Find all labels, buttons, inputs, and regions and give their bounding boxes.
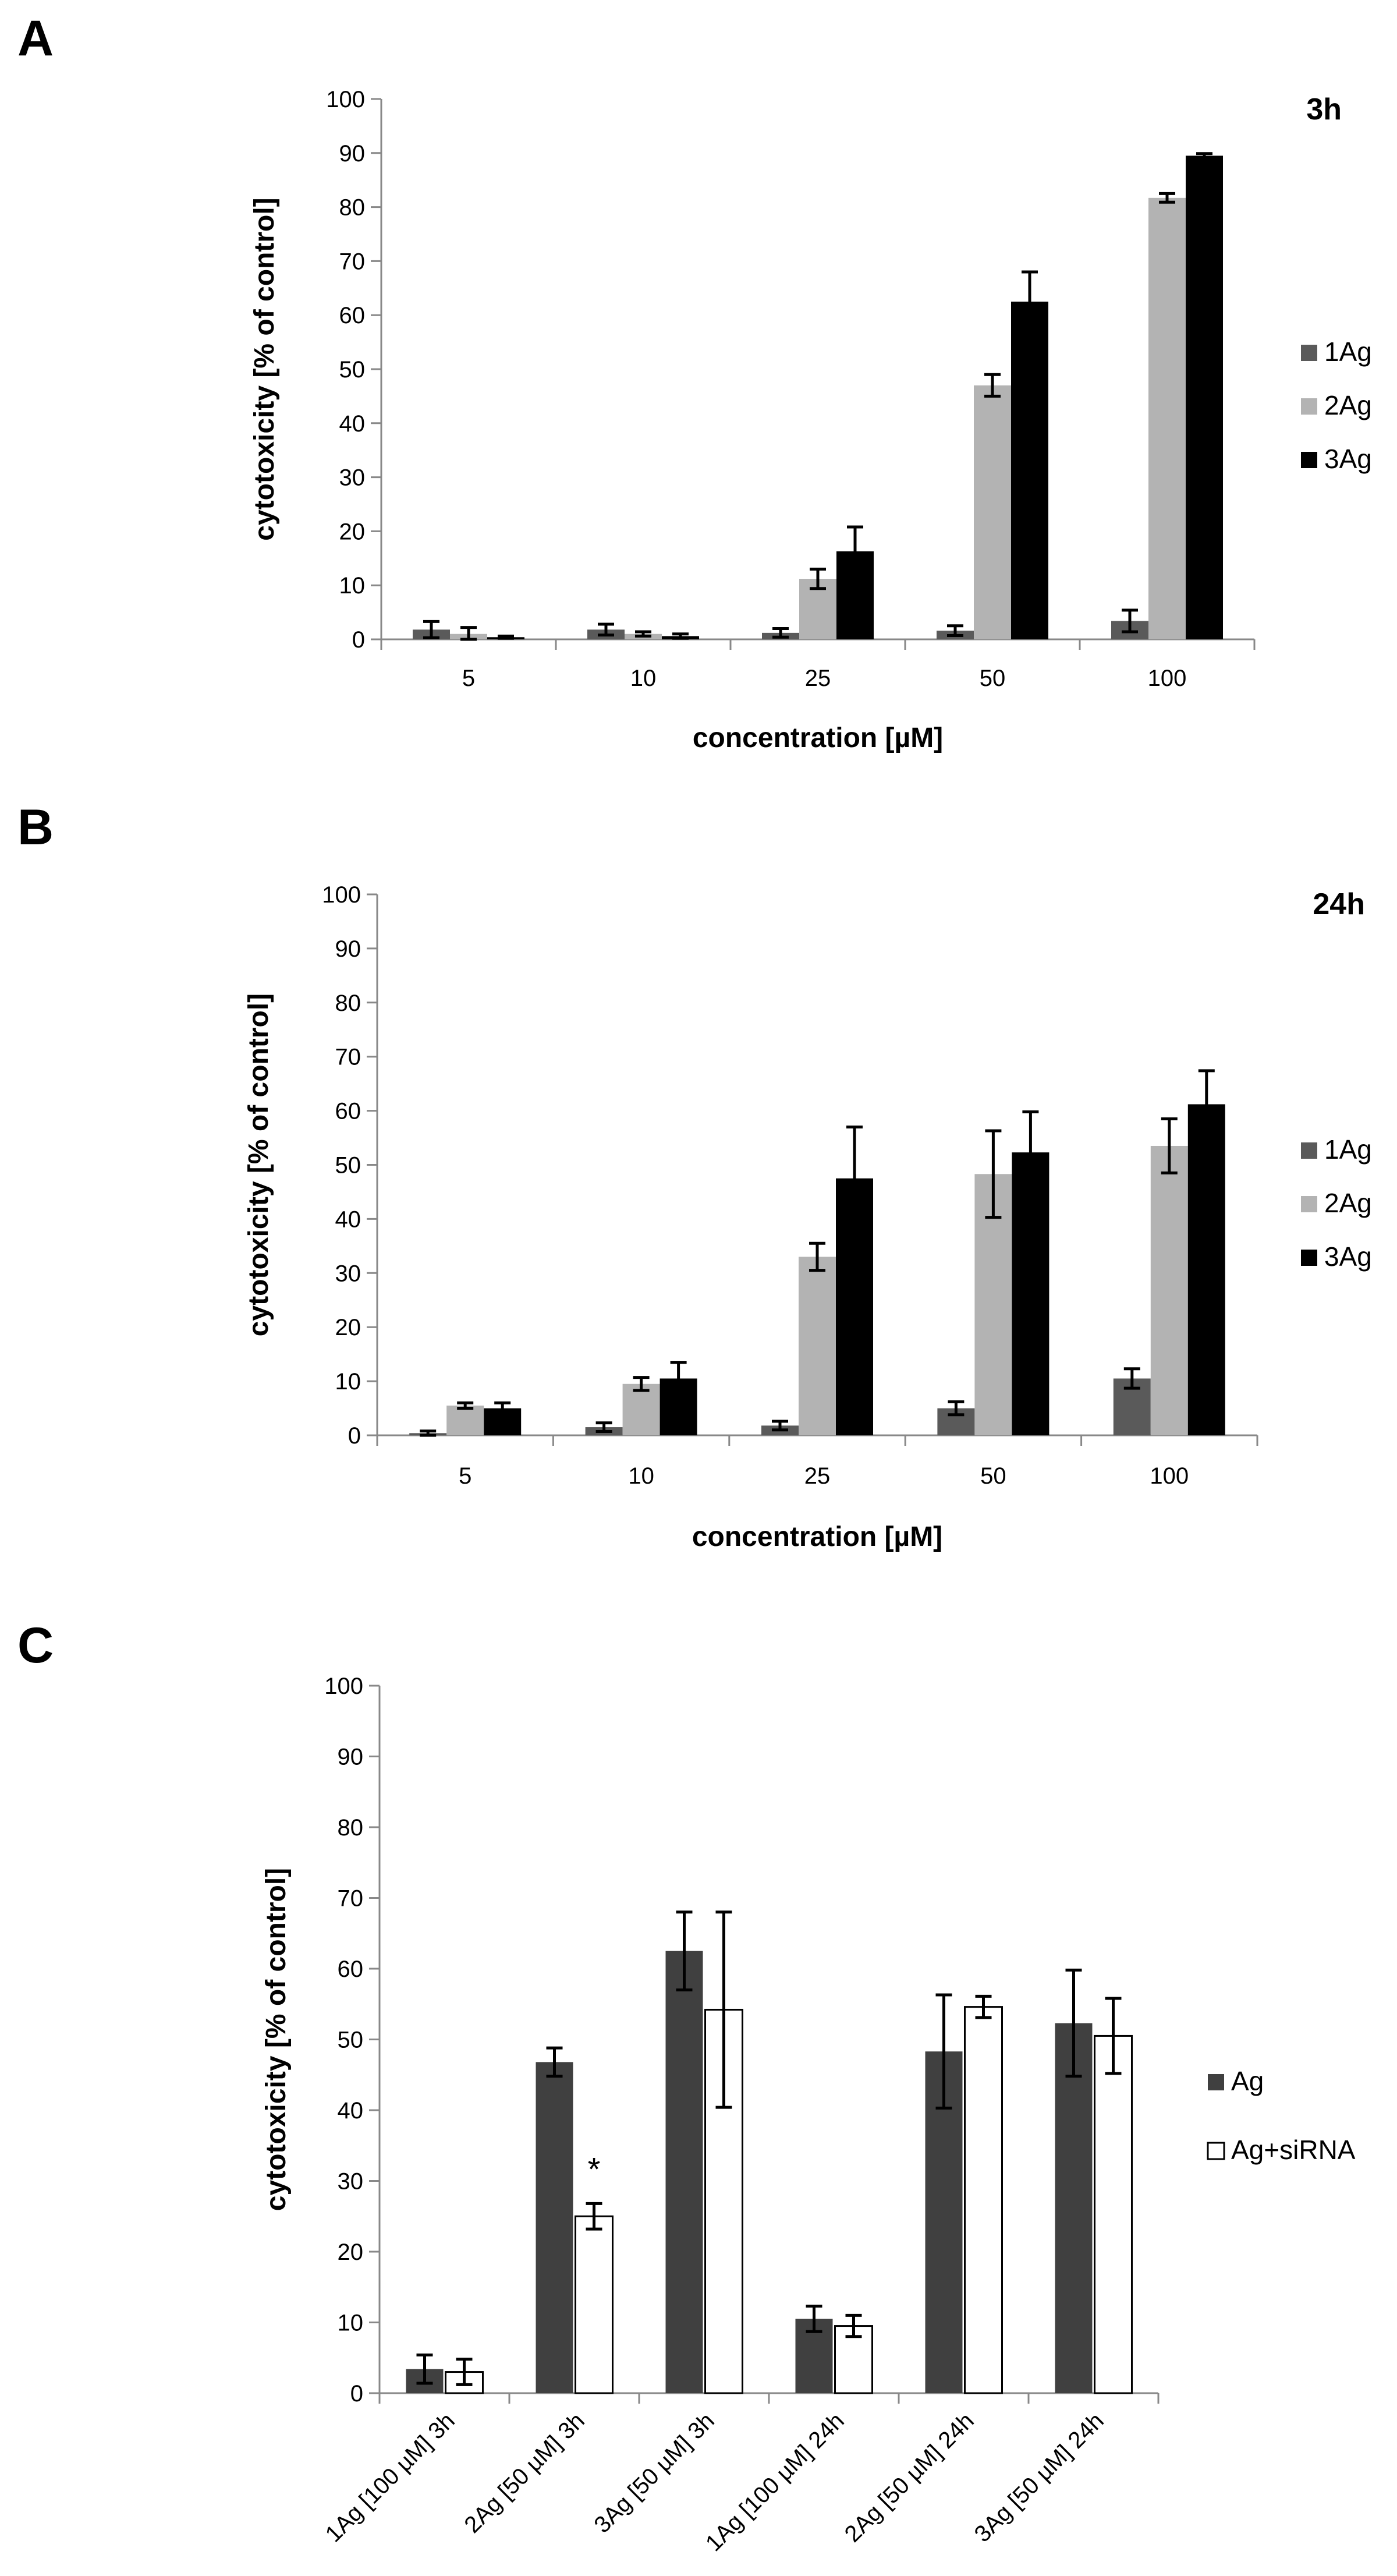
panel-a-y-tick-label: 0 bbox=[352, 627, 365, 653]
panel-b-bar-3ag bbox=[1187, 1104, 1225, 1435]
panel-b-letter: B bbox=[17, 799, 54, 855]
panel-b-category-label: 100 bbox=[1150, 1463, 1189, 1489]
panel-c-y-tick-label: 70 bbox=[338, 1886, 364, 1912]
panel-a-category-label: 50 bbox=[980, 666, 1006, 691]
panel-b-legend-label: 2Ag bbox=[1324, 1188, 1372, 1218]
panel-c-category-label: 1Ag [100 µM] 24h bbox=[701, 2408, 849, 2556]
panel-a-bar-3ag bbox=[1011, 302, 1048, 639]
panel-a-legend-label: 1Ag bbox=[1324, 337, 1372, 367]
panel-c-y-tick-label: 100 bbox=[324, 1673, 363, 1699]
panel-c-legend-label: Ag+siRNA bbox=[1231, 2135, 1356, 2165]
panel-c-significance-mark: * bbox=[588, 2150, 601, 2187]
panel-a-y-axis-title: cytotoxicity [% of control] bbox=[249, 197, 280, 540]
panel-b-y-tick-label: 20 bbox=[335, 1315, 361, 1340]
panel-a-y-tick-label: 30 bbox=[339, 465, 366, 491]
panel-c-bar-ag bbox=[665, 1951, 703, 2393]
panel-b-x-axis-title: concentration [µM] bbox=[692, 1521, 942, 1552]
panel-c-y-tick-label: 30 bbox=[338, 2169, 364, 2195]
panel-a-bar-2ag bbox=[1148, 197, 1186, 640]
panel-a-category-label: 100 bbox=[1148, 666, 1187, 691]
panel-c-y-tick-label: 20 bbox=[338, 2239, 364, 2265]
panel-a-y-tick-label: 60 bbox=[339, 303, 366, 328]
panel-c-legend-swatch bbox=[1207, 2142, 1225, 2160]
panel-b-y-tick-label: 60 bbox=[335, 1099, 361, 1124]
panel-a-legend-swatch bbox=[1301, 345, 1317, 361]
panel-b-legend-label: 1Ag bbox=[1324, 1134, 1372, 1165]
panel-c-category-label: 1Ag [100 µM] 3h bbox=[321, 2408, 460, 2547]
panel-a-category-label: 5 bbox=[462, 666, 475, 691]
panel-c-y-axis-title: cytotoxicity [% of control] bbox=[261, 1868, 292, 2211]
panel-b-legend-swatch bbox=[1301, 1196, 1317, 1212]
panel-c-y-tick-label: 10 bbox=[338, 2310, 364, 2336]
panel-a-category-label: 25 bbox=[805, 666, 831, 691]
panel-b-y-tick-label: 50 bbox=[335, 1153, 361, 1179]
panel-b-time-label: 24h bbox=[1313, 887, 1365, 921]
panel-c-legend-swatch bbox=[1208, 2074, 1224, 2090]
panel-c-y-tick-label: 40 bbox=[338, 2098, 364, 2124]
panel-a-y-tick-label: 40 bbox=[339, 411, 366, 437]
panel-b-y-tick-label: 0 bbox=[348, 1423, 361, 1449]
panel-a-legend-swatch bbox=[1301, 452, 1317, 468]
panel-a-legend-label: 3Ag bbox=[1324, 444, 1372, 474]
panel-c-category-label: 3Ag [50 µM] 3h bbox=[589, 2408, 719, 2538]
panel-a-legend-label: 2Ag bbox=[1324, 390, 1372, 420]
panel-b-category-label: 10 bbox=[628, 1463, 654, 1489]
panel-a-category-label: 10 bbox=[630, 666, 657, 691]
panel-c-bar-ag bbox=[536, 2062, 573, 2393]
panel-b-y-tick-label: 100 bbox=[322, 882, 361, 908]
panel-a-y-tick-label: 20 bbox=[339, 519, 366, 544]
panel-c-category-label: 3Ag [50 µM] 24h bbox=[970, 2408, 1109, 2547]
panel-c-y-tick-label: 50 bbox=[338, 2027, 364, 2053]
panel-b-y-tick-label: 80 bbox=[335, 990, 361, 1016]
panel-b-bar-2ag bbox=[799, 1257, 836, 1435]
panel-a-y-tick-label: 100 bbox=[326, 87, 365, 112]
panel-b-legend-label: 3Ag bbox=[1324, 1241, 1372, 1272]
panel-b-y-tick-label: 10 bbox=[335, 1369, 361, 1395]
panel-a-y-tick-label: 70 bbox=[339, 249, 366, 274]
panel-c-category-label: 2Ag [50 µM] 3h bbox=[459, 2408, 590, 2538]
panel-c-bar-ag-sirna bbox=[1094, 2034, 1133, 2394]
panel-a-bar-3ag bbox=[1186, 155, 1223, 639]
panel-c-bar-ag bbox=[1055, 2023, 1093, 2393]
panel-b-y-tick-label: 70 bbox=[335, 1045, 361, 1070]
panel-b-y-axis-title: cytotoxicity [% of control] bbox=[243, 993, 274, 1336]
panel-c-letter: C bbox=[17, 1618, 54, 1673]
panel-c-y-tick-label: 0 bbox=[350, 2381, 363, 2407]
panel-a-time-label: 3h bbox=[1306, 93, 1342, 126]
panel-a-letter: A bbox=[17, 10, 54, 66]
panel-a-legend-swatch bbox=[1301, 398, 1317, 415]
panel-a-y-tick-label: 80 bbox=[339, 195, 366, 221]
panel-b-category-label: 25 bbox=[804, 1463, 831, 1489]
panel-c-bar-ag-sirna bbox=[964, 2006, 1003, 2394]
panel-b-bar-3ag bbox=[1012, 1152, 1049, 1435]
panel-b-bar-2ag bbox=[446, 1405, 484, 1435]
panel-a-y-tick-label: 10 bbox=[339, 573, 366, 599]
panel-b-category-label: 5 bbox=[459, 1463, 471, 1489]
panel-b-legend-swatch bbox=[1301, 1142, 1317, 1159]
panel-b-category-label: 50 bbox=[980, 1463, 1006, 1489]
panel-c-y-tick-label: 60 bbox=[338, 1956, 364, 1982]
panel-b-bar-2ag bbox=[1150, 1145, 1188, 1435]
panel-b-y-tick-label: 40 bbox=[335, 1206, 361, 1232]
panel-c-y-tick-label: 80 bbox=[338, 1815, 364, 1841]
panel-b-legend-swatch bbox=[1301, 1250, 1317, 1266]
panel-a-y-tick-label: 50 bbox=[339, 357, 366, 383]
panel-c-bar-ag-sirna bbox=[575, 2215, 614, 2394]
panel-b-y-tick-label: 90 bbox=[335, 936, 361, 962]
panel-a-bar-2ag bbox=[974, 385, 1011, 639]
panel-b-y-tick-label: 30 bbox=[335, 1261, 361, 1286]
panel-c-legend-label: Ag bbox=[1231, 2066, 1264, 2096]
panel-c-y-tick-label: 90 bbox=[338, 1745, 364, 1770]
panel-a-y-tick-label: 90 bbox=[339, 141, 366, 167]
panel-a-x-axis-title: concentration [µM] bbox=[693, 723, 943, 753]
panel-b-bar-2ag bbox=[622, 1383, 660, 1435]
panel-c-category-label: 2Ag [50 µM] 24h bbox=[840, 2408, 979, 2547]
